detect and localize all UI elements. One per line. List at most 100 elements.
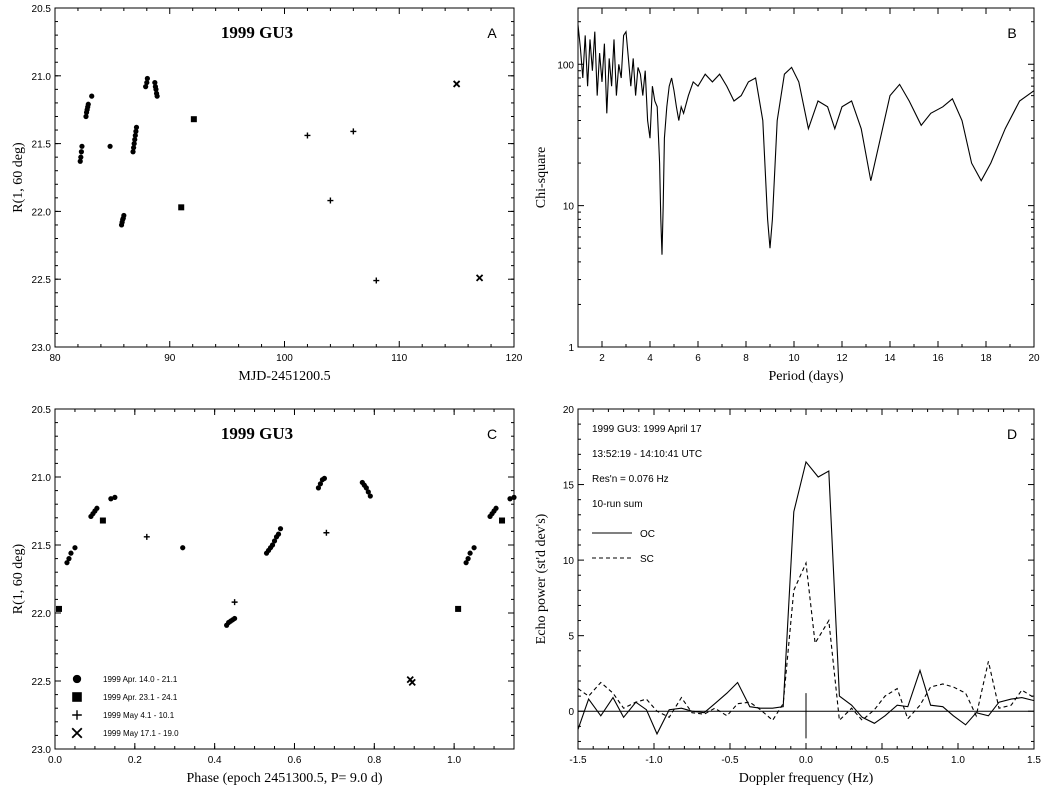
x-tick-label: 100 [276, 353, 293, 364]
x-tick-label: 4 [647, 353, 653, 364]
x-tick-label: 110 [391, 353, 407, 364]
y-tick-label: 22.5 [32, 677, 52, 688]
legend-label: 1999 Apr. 23.1 - 24.1 [103, 693, 178, 702]
plot-frame [54, 7, 515, 348]
data-point-circle [152, 79, 158, 86]
data-point-circle [89, 93, 95, 99]
data-point-circle [133, 124, 140, 130]
data-point-circle [463, 560, 469, 566]
y-axis-title: R(1, 60 deg) [11, 543, 26, 614]
data-point-circle [72, 545, 78, 551]
data-point-circle [275, 531, 282, 537]
data-point-square [99, 517, 106, 524]
panel-a: 80 90 100 110 120 20.5 21.0 21.5 22.0 22.5 23.0 MJD… [11, 4, 523, 384]
chart-title: 1999 GU3 [221, 424, 293, 443]
x-tick-label: -1.5 [569, 755, 587, 766]
data-point-circle [321, 475, 328, 481]
data-point-circle [465, 556, 471, 562]
data-point-plus [72, 710, 82, 720]
y-axis-title: R(1, 60 deg) [11, 142, 26, 213]
data-point-square [455, 605, 462, 612]
y-tick-label: 20.5 [32, 4, 52, 15]
series-circle [77, 75, 160, 228]
x-tick-label: 0.6 [288, 755, 302, 766]
data-point-circle [144, 79, 150, 86]
data-point-circle [317, 481, 324, 487]
data-point-circle [144, 75, 150, 82]
panel-label: C [487, 426, 497, 442]
data-point-circle [363, 485, 369, 491]
panel-label: D [1007, 426, 1017, 442]
y-tick-label: 22.5 [32, 275, 52, 286]
x-tick-label: 80 [49, 353, 61, 364]
panel-d: -1.5 -1.0 -0.5 0.0 0.5 1.0 1.5 0 5 10 15 20 Doppler … [534, 405, 1041, 786]
data-point-circle [315, 485, 322, 491]
x-tick-label: 0.5 [875, 755, 889, 766]
annotation-text: 10-run sum [592, 499, 643, 510]
data-point-circle [79, 143, 85, 149]
data-point-circle [108, 496, 114, 502]
data-point-circle [507, 496, 513, 502]
data-point-plus [323, 529, 330, 536]
data-point-circle [511, 494, 517, 500]
y-tick-label: 100 [557, 60, 574, 71]
x-tick-label: -0.5 [721, 755, 739, 766]
series-cross [452, 80, 484, 282]
data-point-circle [83, 113, 89, 120]
data-point-circle [64, 560, 70, 566]
annotation-text: 1999 GU3: 1999 April 17 [592, 424, 702, 435]
x-tick-label: 0.2 [128, 755, 142, 766]
data-point-circle [153, 86, 159, 92]
data-point-circle [72, 674, 82, 684]
data-point-circle [121, 212, 127, 219]
y-axis-title: Chi-square [534, 147, 549, 208]
data-point-square [72, 692, 82, 702]
data-point-cross [408, 678, 416, 686]
y-tick-label: 21.5 [32, 140, 52, 151]
x-tick-label: -1.0 [645, 755, 663, 766]
data-point-circle [112, 494, 118, 500]
series-plus [143, 529, 330, 606]
data-point-circle [133, 128, 139, 134]
data-point-circle [493, 505, 499, 511]
y-tick-label: 1 [568, 343, 574, 354]
data-point-circle [131, 141, 137, 147]
y-tick-label: 5 [568, 632, 574, 643]
data-point-circle [143, 84, 149, 90]
plot-frame [54, 408, 515, 750]
x-tick-label: 1.5 [1027, 755, 1041, 766]
legend-label: 1999 Apr. 14.0 - 21.1 [103, 675, 178, 684]
data-point-plus [373, 277, 380, 284]
data-point-square [178, 204, 185, 211]
data-point-circle [85, 101, 91, 107]
x-axis-title: Phase (epoch 2451300.5, P= 9.0 d) [186, 771, 382, 786]
y-tick-label: 10 [563, 556, 575, 567]
series-circle [64, 475, 517, 628]
x-tick-label: 12 [836, 353, 848, 364]
data-point-circle [94, 505, 100, 511]
data-point-circle [367, 493, 373, 499]
annotation-text: 13:52:19 - 14:10:41 UTC [592, 449, 702, 460]
data-point-circle [107, 143, 113, 149]
x-tick-label: 1.0 [447, 755, 461, 766]
series-square [55, 517, 506, 612]
y-tick-label: 20.5 [32, 405, 52, 416]
data-point-circle [232, 615, 238, 622]
series-line-sc [577, 561, 1035, 722]
data-point-square [190, 116, 197, 123]
panel-c: 0.0 0.2 0.4 0.6 0.8 1.0 20.5 21.0 21.5 22.0 22.5 23… [11, 405, 517, 786]
data-point-square [499, 517, 506, 524]
data-point-circle [365, 489, 371, 495]
series-cross [406, 676, 416, 686]
x-tick-label: 8 [743, 353, 749, 364]
chart-title: 1999 GU3 [221, 23, 293, 42]
data-point-plus [327, 197, 334, 204]
data-point-cross [475, 274, 484, 282]
data-point-cross [71, 727, 83, 739]
x-tick-label: 20 [1028, 353, 1040, 364]
y-tick-label: 22.0 [32, 609, 52, 620]
data-point-circle [66, 556, 72, 562]
panel-label: A [487, 25, 497, 41]
data-point-circle [78, 149, 84, 155]
data-point-circle [467, 550, 473, 556]
